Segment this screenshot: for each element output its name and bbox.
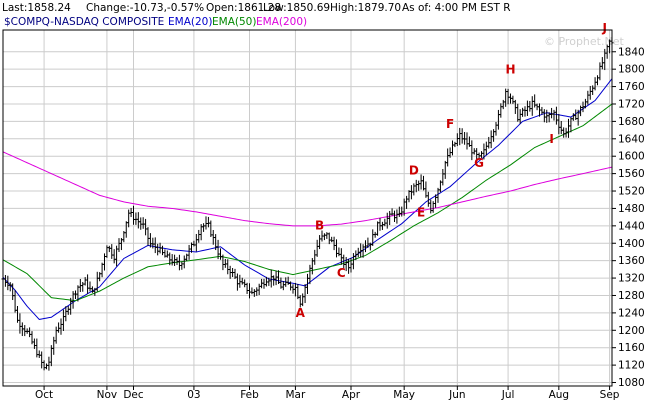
y-tick-label: 1280 bbox=[618, 290, 645, 302]
y-tick-label: 1480 bbox=[618, 203, 645, 215]
annotation-g: G bbox=[474, 156, 484, 170]
header-change: Change:-10.73,-0.57% bbox=[86, 2, 204, 14]
header-asof: As of: 4:00 PM EST R bbox=[402, 2, 511, 14]
x-tick-label: Dec bbox=[123, 389, 144, 400]
x-tick-label: Feb bbox=[240, 389, 259, 400]
x-tick-label: Mar bbox=[286, 389, 306, 400]
legend-symbol: $COMPQ-NASDAQ COMPOSITE bbox=[4, 16, 164, 28]
y-tick-label: 1600 bbox=[618, 151, 645, 163]
y-tick-label: 1800 bbox=[618, 64, 645, 76]
annotation-d: D bbox=[409, 163, 419, 177]
annotation-e: E bbox=[417, 205, 425, 219]
y-tick-label: 1640 bbox=[618, 133, 645, 145]
y-tick-label: 1120 bbox=[618, 360, 645, 372]
annotation-i: I bbox=[549, 132, 553, 146]
legend-ema50: EMA(50) bbox=[212, 16, 256, 28]
annotation-h: H bbox=[505, 63, 515, 77]
x-tick-label: Nov bbox=[97, 389, 118, 400]
grid bbox=[3, 30, 612, 386]
y-tick-label: 1080 bbox=[618, 377, 645, 389]
x-tick-label: Jun bbox=[448, 389, 465, 400]
annotation-a: A bbox=[296, 306, 306, 320]
y-tick-label: 1320 bbox=[618, 273, 645, 285]
annotation-c: C bbox=[337, 266, 346, 280]
annotation-j: J bbox=[602, 21, 607, 35]
x-tick-label: 03 bbox=[187, 389, 200, 400]
y-tick-label: 1760 bbox=[618, 81, 645, 93]
y-tick-label: 1440 bbox=[618, 220, 645, 232]
watermark: © Prophet.Net bbox=[544, 35, 624, 48]
y-tick-label: 1240 bbox=[618, 307, 645, 319]
y-tick-label: 1160 bbox=[618, 342, 645, 354]
y-tick-label: 1720 bbox=[618, 98, 645, 110]
y-tick-label: 1520 bbox=[618, 186, 645, 198]
axis-layer: 1080 1120 1160 1200 1240 1280 1320 1360 1400 1440… bbox=[35, 46, 645, 401]
y-tick-label: 1560 bbox=[618, 168, 645, 180]
y-tick-label: 1840 bbox=[618, 46, 645, 58]
plot-frame bbox=[2, 29, 613, 387]
price-layer bbox=[1, 35, 614, 371]
annotation-layer: A B C D E F G H I J bbox=[296, 21, 607, 320]
legend-ema200: EMA(200) bbox=[256, 16, 307, 28]
header-low: Low:1850.69 bbox=[263, 2, 330, 14]
y-tick-label: 1360 bbox=[618, 255, 645, 267]
y-tick-label: 1680 bbox=[618, 116, 645, 128]
annotation-f: F bbox=[446, 117, 454, 131]
x-tick-label: May bbox=[393, 389, 415, 400]
x-tick-label: Apr bbox=[342, 389, 361, 400]
x-tick-label: Aug bbox=[549, 389, 570, 400]
series-line-ema50 bbox=[2, 103, 613, 302]
header-last: Last:1858.24 bbox=[2, 2, 71, 14]
x-tick-label: Oct bbox=[35, 389, 53, 400]
header-open: Open:1861.28 bbox=[206, 2, 281, 14]
header-high: High:1879.70 bbox=[330, 2, 401, 14]
x-tick-label: Jul bbox=[501, 389, 515, 400]
y-tick-label: 1200 bbox=[618, 325, 645, 337]
x-tick-label: Sep bbox=[600, 389, 620, 400]
annotation-b: B bbox=[315, 218, 324, 232]
legend-ema20: EMA(20) bbox=[168, 16, 212, 28]
y-tick-label: 1400 bbox=[618, 238, 645, 250]
series-line-ema200 bbox=[2, 151, 613, 227]
